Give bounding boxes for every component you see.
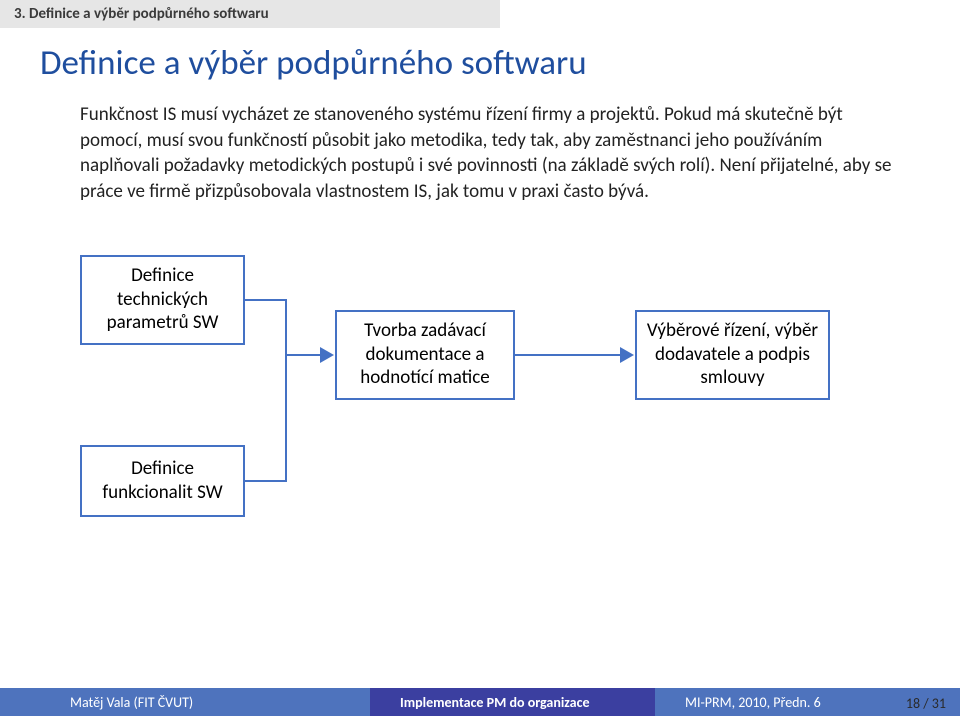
footer-author: Matěj Vala (FIT ČVUT)	[0, 688, 370, 716]
footer-title: Implementace PM do organizace	[370, 688, 655, 716]
box-functionalities: Definice funkcionalit SW	[80, 445, 245, 517]
page-title: Definice a výběr podpůrného softwaru	[0, 28, 960, 102]
connector-line	[245, 480, 285, 482]
page-number: 18 / 31	[906, 695, 946, 712]
box-selection: Výběrové řízení, výběr dodavatele a podp…	[635, 310, 830, 400]
arrow-icon	[320, 347, 334, 363]
connector-line	[285, 354, 322, 356]
breadcrumb: 3. Definice a výběr podpůrného softwaru	[0, 0, 500, 28]
flow-diagram: Definice technických parametrů SW Defini…	[80, 255, 880, 555]
footer: Matěj Vala (FIT ČVUT) Implementace PM do…	[0, 688, 960, 716]
connector-line	[285, 299, 287, 355]
connector-line	[285, 355, 287, 482]
connector-line	[245, 299, 285, 301]
slide: 3. Definice a výběr podpůrného softwaru …	[0, 0, 960, 716]
arrow-icon	[620, 347, 634, 363]
box-documentation: Tvorba zadávací dokumentace a hodnotící …	[335, 310, 515, 400]
box-tech-params: Definice technických parametrů SW	[80, 255, 245, 345]
body-paragraph: Funkčnost IS musí vycházet ze stanovenéh…	[0, 102, 960, 205]
connector-line	[515, 354, 620, 356]
